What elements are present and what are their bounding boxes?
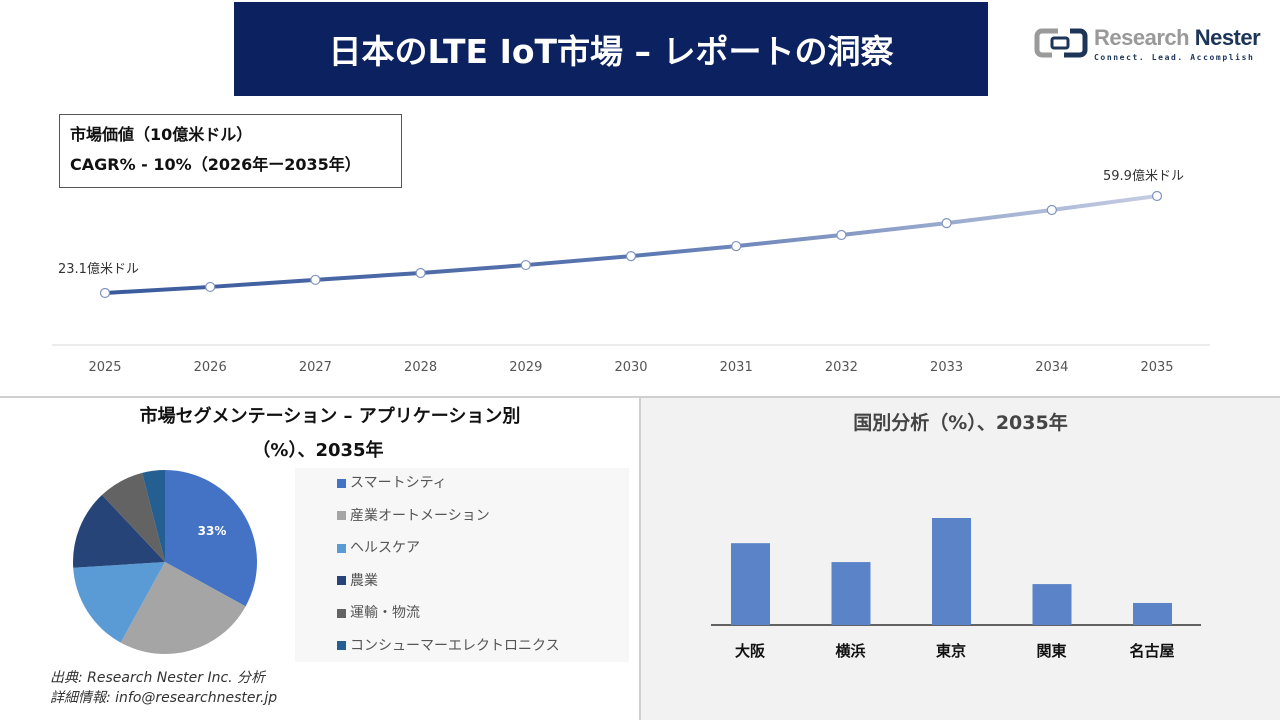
legend-label: コンシューマーエレクトロニクス (350, 637, 560, 654)
x-tick-label: 2032 (825, 360, 858, 375)
data-point-2033 (941, 218, 952, 229)
pie-slice-3 (73, 494, 165, 568)
logo-name: Research Nester (1094, 25, 1261, 50)
market-line (104, 194, 1158, 295)
bar-東京 (932, 518, 971, 625)
data-point-2030 (625, 250, 637, 262)
market-value-label: 市場価値（10億米ドル） (70, 125, 253, 144)
legend-item: 農業 (337, 572, 378, 590)
legend-item: コンシューマーエレクトロニクス (337, 637, 560, 655)
legend-label: ヘルスケア (350, 540, 420, 556)
data-point-2026 (205, 281, 216, 293)
data-point-2032 (836, 229, 847, 241)
legend-item: ヘルスケア (337, 539, 420, 557)
legend-item: スマートシティ (337, 474, 447, 492)
x-tick-label: 2027 (299, 360, 332, 375)
data-point-2035 (1151, 190, 1163, 202)
page-title: 日本のLTE IoT市場 – レポートの洞察 (234, 2, 988, 96)
legend-swatch (337, 608, 346, 618)
x-tick-label: 大阪 (735, 642, 766, 660)
x-tick-label: 2025 (88, 360, 121, 375)
bar-chart: 大阪 横浜 東京 関東 名古屋 (711, 518, 1201, 660)
legend-swatch (337, 641, 346, 650)
legend-label: 運輸・物流 (350, 605, 420, 621)
cagr-label: CAGR% - 10%（2026年ー2035年） (70, 155, 361, 174)
legend-swatch (337, 511, 346, 520)
data-point-2025 (99, 287, 111, 299)
legend-label: スマートシティ (350, 475, 447, 491)
legend-item: 運輸・物流 (337, 604, 420, 622)
data-point-2031 (731, 240, 742, 252)
source-text: 出典: Research Nester Inc. 分析 (50, 670, 266, 686)
pie-title: 市場セグメンテーション – アプリケーション別 (139, 406, 521, 427)
logo-mark-icon (1034, 28, 1088, 58)
x-tick-label: 横浜 (835, 642, 865, 660)
contact-text: 詳細情報: info@researchnester.jp (50, 690, 278, 706)
pie-chart: 33% (73, 470, 257, 654)
legend-swatch (337, 576, 346, 585)
legend-swatch (337, 543, 346, 553)
legend-label: 農業 (350, 572, 378, 589)
data-point-2029 (520, 259, 531, 271)
x-tick-label: 2034 (1035, 360, 1068, 375)
pie-subtitle: （%）、2035年 (252, 440, 384, 461)
bar-panel: 国別分析（%）、2035年 大阪 横浜 東京 関東 名古屋 (641, 398, 1280, 720)
bar-関東 (1032, 584, 1072, 625)
data-point-2034 (1046, 204, 1057, 216)
x-tick-label: 2031 (720, 360, 753, 375)
x-tick-label: 東京 (936, 642, 966, 660)
x-tick-label: 2030 (614, 360, 647, 375)
logo-tagline: Connect. Lead. Accomplish (1094, 53, 1255, 62)
pie-slice-4 (102, 472, 165, 562)
x-tick-label: 2026 (194, 360, 227, 375)
data-point-2028 (415, 267, 426, 279)
research-nester-logo: Research Nester Connect. Lead. Accomplis… (1034, 26, 1261, 66)
pie-slice-1 (120, 562, 246, 654)
bar-大阪 (731, 543, 770, 625)
bar-名古屋 (1133, 602, 1172, 625)
first-value-label: 23.1億米ドル (58, 261, 139, 277)
x-tick-label: 2028 (404, 360, 437, 375)
legend-label: 産業オートメーション (350, 507, 490, 524)
legend-swatch (337, 478, 346, 488)
x-tick-label: 2029 (509, 360, 542, 375)
source-note: 出典: Research Nester Inc. 分析 詳細情報: info@r… (50, 668, 277, 708)
x-tick-label: 名古屋 (1129, 642, 1174, 660)
x-tick-label: 2035 (1140, 360, 1173, 375)
bar-title: 国別分析（%）、2035年 (853, 412, 1068, 434)
kpi-box: 市場価値（10億米ドル） CAGR% - 10%（2026年ー2035年） (59, 114, 402, 188)
pie-slice-5 (142, 470, 165, 562)
pie-slice-0 (165, 470, 257, 607)
legend-item: 産業オートメーション (337, 507, 490, 525)
last-value-label: 59.9億米ドル (1103, 168, 1184, 184)
pie-legend: スマートシティ産業オートメーション ヘルスケア農業運輸・物流コンシューマーエレクト… (295, 468, 629, 662)
pie-slice-2 (73, 562, 165, 643)
bar-横浜 (831, 562, 871, 625)
x-tick-label: 2033 (930, 360, 963, 375)
pie-panel: 市場セグメンテーション – アプリケーション別 （%）、2035年 33% スマ… (0, 398, 640, 720)
x-tick-label: 関東 (1036, 642, 1066, 660)
data-point-2027 (310, 274, 321, 285)
divider (639, 398, 641, 720)
pie-data-label: 33% (198, 524, 227, 538)
market-line-chart: 2025 2026 2027 2028 2029 2030 2031 2032 2033 2034… (52, 168, 1210, 375)
divider (0, 396, 1280, 398)
